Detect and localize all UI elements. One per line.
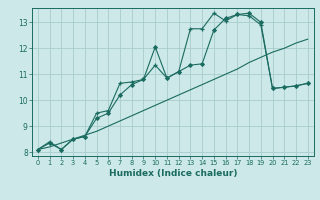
X-axis label: Humidex (Indice chaleur): Humidex (Indice chaleur) [108, 169, 237, 178]
